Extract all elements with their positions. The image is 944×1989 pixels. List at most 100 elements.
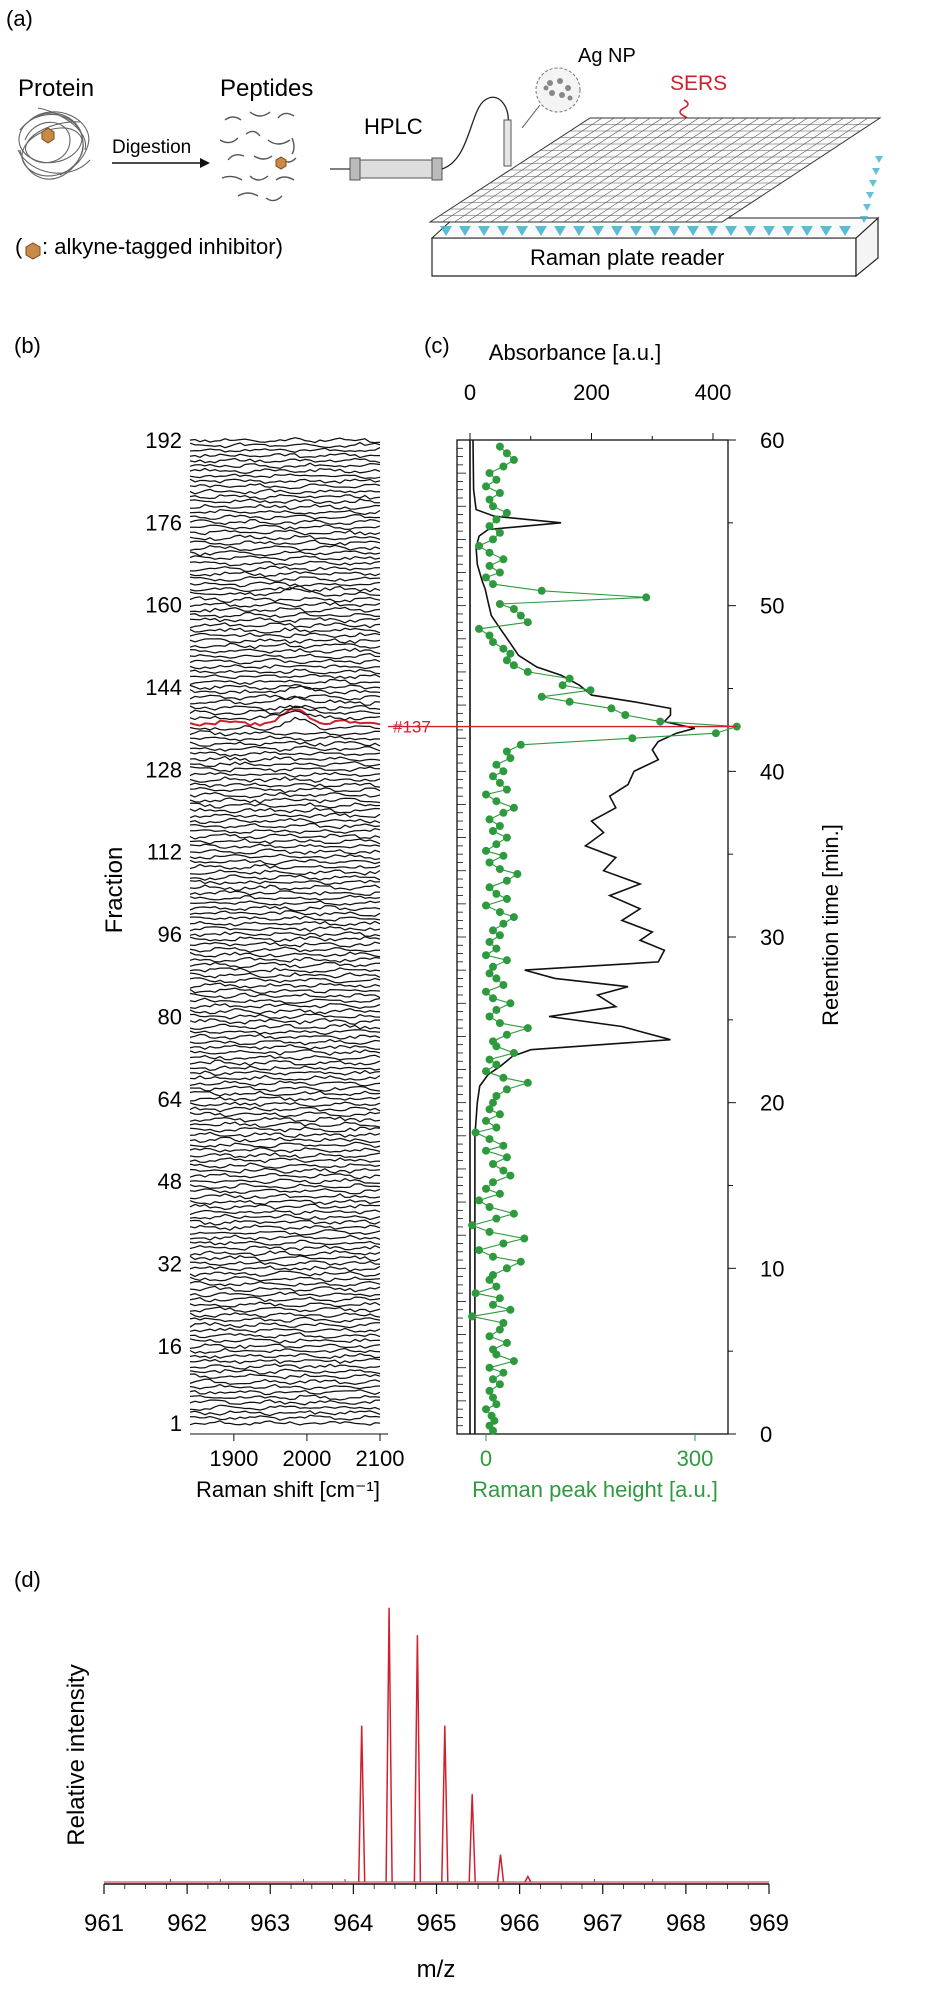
- raman-peak-height-point: [485, 1386, 494, 1395]
- raman-trace: [189, 1358, 381, 1365]
- raman-peak-height-point: [492, 840, 501, 849]
- raman-peak-height-point: [523, 618, 532, 627]
- raman-peak-height-point: [499, 462, 508, 471]
- raman-peak-height-point: [516, 740, 525, 749]
- protein-tangle-icon: [17, 107, 91, 180]
- mz-tick-label: 968: [666, 1910, 706, 1937]
- mass-peak: [441, 1725, 449, 1883]
- raman-trace: [190, 565, 381, 573]
- raman-peak-height-point: [492, 1400, 501, 1409]
- raman-trace: [189, 1239, 381, 1246]
- raman-peak-height-point: [495, 1019, 504, 1028]
- raman-peak-height-point: [516, 1257, 525, 1266]
- raman-shift-ticks: 1900 2000 2100: [209, 1434, 404, 1471]
- raman-trace: [189, 657, 381, 665]
- raman-peak-height-point: [495, 1380, 504, 1389]
- raman-peak-height-point: [499, 1239, 508, 1248]
- raman-trace: [189, 457, 381, 464]
- raman-trace: [189, 664, 380, 670]
- mass-peak: [413, 1635, 422, 1883]
- raman-trace: [189, 1414, 381, 1421]
- raman-trace: [189, 1312, 381, 1318]
- raman-trace: [189, 807, 381, 814]
- raman-peak-height-point: [499, 1073, 508, 1082]
- plate-well-cone: [863, 204, 871, 211]
- raman-trace: [189, 1363, 381, 1370]
- mz-ticks: 961 962 963 964 965 966 967 968 969: [84, 1884, 789, 1937]
- raman-trace: [189, 1337, 381, 1344]
- raman-trace: [189, 987, 381, 994]
- raman-peak-height-point: [495, 908, 504, 917]
- raman-trace: [189, 1250, 381, 1257]
- raman-trace: [189, 745, 381, 753]
- raman-trace: [189, 601, 381, 608]
- raman-trace: [189, 740, 381, 747]
- raman-peak-height-point: [499, 1319, 508, 1327]
- absorbance-tick-label: 200: [573, 380, 610, 405]
- plate-well-cone: [554, 226, 566, 236]
- raman-peak-height-point: [489, 1300, 497, 1309]
- mz-tick-label: 967: [583, 1910, 623, 1937]
- raman-peak-height-point: [482, 1184, 490, 1193]
- raman-peak-height-point: [485, 969, 494, 978]
- raman-trace: [189, 946, 381, 953]
- raman-trace: [189, 910, 381, 917]
- raman-peak-height-point: [495, 822, 504, 830]
- raman-peak-height-point: [489, 962, 497, 971]
- raman-peak-height-point: [502, 1264, 511, 1273]
- raman-trace: [189, 802, 381, 809]
- raman-trace: [189, 853, 381, 861]
- plate-well-cone: [869, 180, 877, 187]
- raman-trace: [189, 1116, 381, 1123]
- raman-peak-height-point: [475, 1246, 483, 1255]
- raman-peak-height-point: [499, 644, 508, 653]
- well-plate: [428, 117, 883, 278]
- raman-peak-height-point: [482, 1067, 490, 1076]
- panel-c: (c) Absorbance [a.u.] 0 200 400 0 300 0 10 20…: [388, 333, 843, 1502]
- raman-peak-height-point: [492, 1282, 501, 1291]
- raman-trace: [189, 1043, 381, 1051]
- raman-peak-height-point: [475, 624, 483, 633]
- raman-trace: [189, 462, 381, 470]
- raman-trace: [189, 833, 381, 840]
- retention-time-tick-label: 0: [760, 1422, 772, 1447]
- raman-trace: [189, 1291, 381, 1298]
- raman-trace: [189, 1101, 381, 1108]
- raman-trace: [189, 771, 381, 778]
- raman-trace: [189, 518, 381, 526]
- raman-peak-height-point: [489, 1393, 497, 1402]
- raman-peak-height-point: [506, 754, 515, 763]
- raman-peak-height-point: [502, 785, 511, 794]
- raman-trace: [189, 1327, 381, 1333]
- raman-peak-height-point: [485, 1012, 494, 1021]
- raman-trace: [189, 730, 381, 737]
- plate-well-cone: [630, 226, 642, 236]
- mass-peak: [468, 1794, 476, 1883]
- raman-trace: [189, 1029, 381, 1036]
- raman-trace: [189, 961, 381, 969]
- mz-tick-label: 963: [250, 1910, 290, 1937]
- raman-peak-height-point: [499, 555, 508, 564]
- raman-peak-height-point: [537, 692, 546, 701]
- raman-trace: [189, 863, 381, 870]
- plate-well-cone: [860, 216, 868, 223]
- raman-peak-height-point: [642, 593, 651, 602]
- mz-tick-label: 964: [333, 1910, 373, 1937]
- agnp-label: Ag NP: [578, 45, 636, 67]
- plate-well-cone: [801, 226, 813, 236]
- raman-trace: [189, 1111, 381, 1118]
- plate-label: Raman plate reader: [530, 245, 724, 270]
- raman-trace: [189, 997, 381, 1004]
- raman-trace: [189, 956, 381, 963]
- plate-well-cone: [725, 226, 737, 236]
- raman-peak-height-point: [502, 1030, 511, 1039]
- retention-time-tick-label: 30: [760, 925, 784, 950]
- raman-trace: [189, 539, 381, 546]
- raman-trace: [189, 920, 381, 927]
- raman-trace: [189, 848, 381, 855]
- sers-label: SERS: [670, 72, 727, 95]
- raman-trace: [189, 776, 381, 783]
- plate-well-cone: [459, 226, 471, 236]
- raman-peak-height-point: [482, 901, 490, 910]
- raman-trace: [189, 473, 381, 480]
